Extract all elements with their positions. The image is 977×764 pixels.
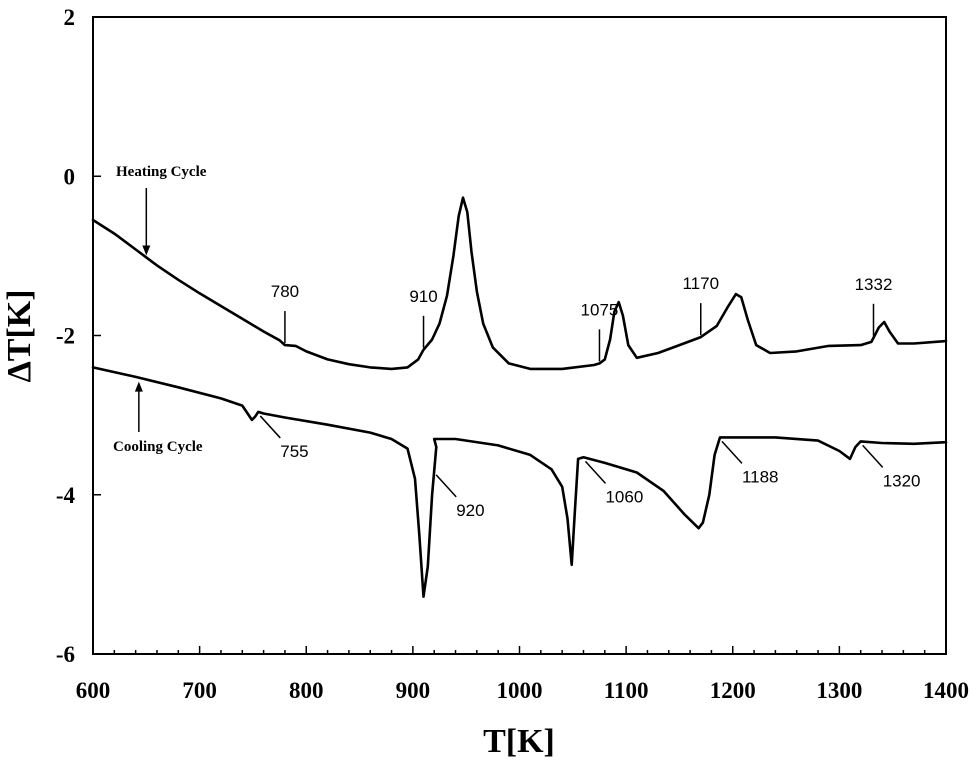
heating-arrow-head bbox=[142, 245, 151, 256]
cooling-curve bbox=[91, 366, 948, 598]
x-tick-label: 1100 bbox=[604, 678, 649, 703]
peak-label: 910 bbox=[409, 287, 437, 306]
y-tick-label: -4 bbox=[56, 483, 76, 508]
peak-leader-line bbox=[584, 460, 607, 484]
peak-label: 1320 bbox=[883, 471, 921, 490]
peak-leader-line bbox=[259, 415, 281, 439]
y-tick-label: 0 bbox=[64, 164, 76, 189]
curves bbox=[91, 196, 948, 598]
peak-label: 920 bbox=[456, 501, 484, 520]
x-tick-label: 800 bbox=[289, 678, 324, 703]
peak-label: 1188 bbox=[742, 467, 779, 486]
heating-cycle-label: Heating Cycle bbox=[116, 164, 207, 180]
cooling-cycle-label: Cooling Cycle bbox=[113, 439, 203, 455]
x-tick-label: 1300 bbox=[816, 678, 862, 703]
peak-label: 1170 bbox=[682, 274, 719, 293]
peak-annotations: 780 910 1075 1170 1332 755 920 1060 1188 1320 bbox=[259, 274, 921, 520]
plot-frame bbox=[92, 16, 947, 655]
y-tick-label: 2 bbox=[64, 5, 76, 30]
x-tick-label: 1400 bbox=[923, 678, 969, 703]
y-axis-title: ΔT[K] bbox=[1, 289, 38, 382]
cycle-labels: Heating Cycle Cooling Cycle bbox=[113, 164, 207, 455]
axis-ticks bbox=[92, 16, 947, 655]
y-tick-label: -2 bbox=[56, 324, 75, 349]
peak-label: 755 bbox=[280, 442, 308, 461]
y-tick-label: -6 bbox=[56, 642, 75, 667]
x-tick-label: 600 bbox=[76, 678, 111, 703]
x-tick-label: 900 bbox=[396, 678, 431, 703]
cooling-arrow-head bbox=[134, 381, 143, 392]
peak-leader-line bbox=[721, 440, 743, 464]
x-tick-label: 1000 bbox=[497, 678, 543, 703]
peak-leader-line bbox=[435, 474, 457, 498]
heating-curve bbox=[91, 196, 948, 371]
x-axis-title: T[K] bbox=[483, 723, 555, 760]
peak-label: 1332 bbox=[855, 275, 893, 294]
x-tick-label: 700 bbox=[182, 678, 217, 703]
tick-labels: 600 700 800 900 1000 1100 1200 1300 1400 2 0 -2 -4 -6 bbox=[56, 5, 969, 703]
peak-leader-line bbox=[862, 444, 884, 468]
x-tick-label: 1200 bbox=[710, 678, 756, 703]
peak-label: 1060 bbox=[605, 487, 643, 506]
peak-label: 1075 bbox=[581, 300, 619, 319]
peak-label: 780 bbox=[271, 282, 299, 301]
